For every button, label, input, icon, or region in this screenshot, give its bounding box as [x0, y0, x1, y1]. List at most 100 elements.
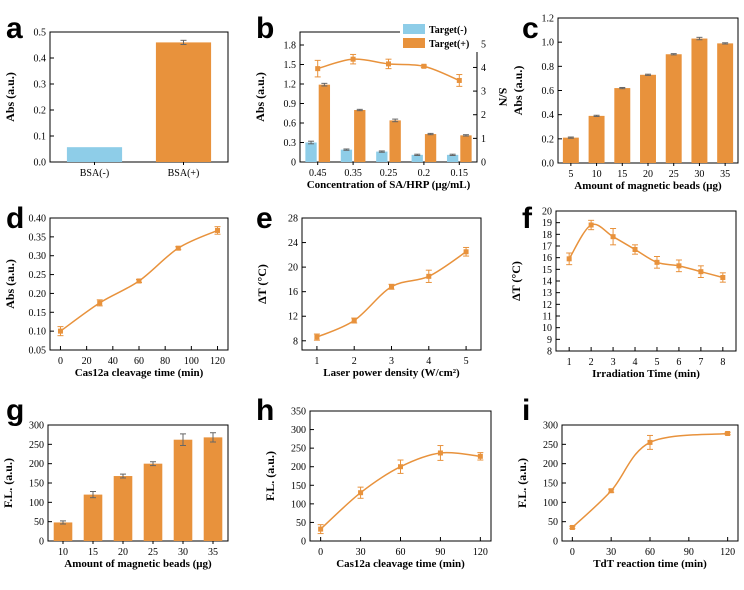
- y-tick-label-f: 16: [542, 253, 552, 264]
- y-tick-label-e: 28: [288, 214, 298, 225]
- chart-panel-g: 0 50 100 150 200 250 300 F.L. (a.u.) Amount of m…: [1, 394, 229, 570]
- x-tick-label-b: 0.15: [451, 168, 469, 179]
- y-tick-label-b: 0.9: [284, 99, 297, 110]
- y-tick-label-d: 0.40: [29, 214, 47, 225]
- x-tick-label-h: 120: [473, 547, 488, 558]
- sn-point-b: [421, 63, 427, 69]
- x-tick-label-h: 60: [396, 547, 406, 558]
- y-tick-label-i: 100: [543, 498, 558, 509]
- y-tick-label-f: 12: [542, 300, 552, 311]
- y-tick-label-d: 0.30: [29, 251, 47, 262]
- y-tick-label-g: 200: [29, 459, 44, 470]
- bar-c: [588, 115, 605, 163]
- bar-b: [354, 110, 366, 162]
- x-tick-label-e: 1: [314, 356, 319, 367]
- x-tick-label-d: 60: [134, 356, 144, 367]
- x-tick-label-h: 30: [356, 547, 366, 558]
- y-tick-label-b: 0.3: [284, 138, 297, 149]
- y-tick-label-e: 16: [288, 287, 298, 298]
- x-tick-label-d: 120: [210, 356, 225, 367]
- y-tick-label-g: 0: [39, 537, 44, 548]
- y-tick-label-f: 13: [542, 288, 552, 299]
- y-tick-label-f: 11: [542, 312, 552, 323]
- y-tick-label-d: 0.35: [29, 232, 47, 243]
- bar-b: [305, 142, 317, 162]
- bar-g: [203, 437, 223, 541]
- y-tick-label-c: 1.0: [542, 38, 555, 49]
- panel-label-d: d: [6, 202, 24, 235]
- y-tick-label-f: 18: [542, 230, 552, 241]
- chart-panel-a: 0.0 0.1 0.2 0.3 0.4 0.5 Abs (a.u.) a BSA(-) BSA(+…: [3, 12, 229, 179]
- legend-label-b: Target(-): [429, 25, 467, 36]
- y-tick-label-b: 1.8: [284, 41, 297, 52]
- x-tick-label-d: 80: [160, 356, 170, 367]
- y-tick-label-b: 0: [291, 158, 296, 169]
- plot-frame-a: [49, 31, 229, 163]
- y-tick-label-c: 1.2: [542, 14, 555, 25]
- data-point-i: [608, 488, 614, 494]
- x-tick-label-i: 60: [645, 547, 655, 558]
- y-tick-label-i: 150: [543, 479, 558, 490]
- x-tick-label-b: 0.35: [344, 168, 362, 179]
- x-tick-label-i: 30: [606, 547, 616, 558]
- bar-a: [66, 147, 123, 162]
- bar-c: [640, 74, 656, 163]
- x-tick-label-i: 0: [570, 547, 575, 558]
- bar-g: [113, 476, 133, 541]
- y2-tick-label-b: 1: [481, 134, 486, 145]
- legend-label-b: Target(+): [429, 39, 469, 50]
- x-tick-label-c: 25: [669, 169, 679, 180]
- x-axis-label-d: Cas12a cleavage time (min): [75, 367, 204, 379]
- x-tick-label-c: 35: [720, 169, 730, 180]
- y-tick-label-i: 0: [553, 537, 558, 548]
- x-tick-label-g: 10: [58, 547, 68, 558]
- bar-a: [155, 42, 212, 162]
- y-tick-label-f: 17: [542, 242, 552, 253]
- bar-g: [53, 522, 73, 541]
- bar-c: [691, 38, 708, 163]
- y-tick-label-f: 9: [547, 335, 552, 346]
- x-tick-label-e: 4: [426, 356, 431, 367]
- data-line-e: [316, 251, 467, 338]
- x-tick-label-g: 15: [88, 547, 98, 558]
- panel-label-a: a: [6, 12, 23, 45]
- y-axis-label-d: Abs (a.u.): [3, 259, 17, 309]
- bar-g: [83, 494, 103, 541]
- data-point-f: [632, 247, 638, 252]
- data-point-i: [725, 431, 731, 437]
- bar-b: [340, 149, 353, 162]
- y-axis-label-i: F.L. (a.u.): [515, 458, 529, 508]
- data-point-e: [463, 249, 469, 255]
- y-tick-label-d: 0.20: [29, 289, 47, 300]
- y-tick-label-d: 0.05: [29, 346, 47, 357]
- data-point-h: [437, 450, 443, 456]
- y2-axis-label-b: S/N: [496, 88, 510, 107]
- data-point-h: [398, 464, 403, 470]
- data-point-f: [720, 275, 726, 280]
- data-point-d: [136, 278, 142, 284]
- y-tick-label-g: 100: [29, 498, 44, 509]
- y-tick-label-e: 24: [288, 238, 298, 249]
- data-point-e: [426, 273, 432, 279]
- data-point-f: [698, 269, 704, 275]
- x-tick-label-e: 2: [352, 356, 357, 367]
- x-axis-label-e: Laser power density (W/cm²): [323, 367, 460, 379]
- x-tick-label-b: 0.2: [418, 168, 431, 179]
- chart-panel-b: 0 0.3 0.6 0.9 1.2 1.5 1.8 Abs (a.u.) Concentrati…: [253, 12, 510, 191]
- y-tick-label-h: 50: [296, 518, 306, 529]
- y-tick-label-c: 0.2: [542, 134, 555, 145]
- y-tick-label-i: 200: [543, 459, 558, 470]
- y-tick-label-i: 50: [548, 517, 558, 528]
- data-point-e: [314, 334, 320, 340]
- x-tick-label-c: 10: [592, 169, 602, 180]
- x-tick-label-a: BSA(+): [168, 168, 200, 179]
- y-tick-label-f: 10: [542, 323, 552, 334]
- y-tick-label-d: 0.25: [29, 270, 47, 281]
- y2-tick-label-b: 2: [481, 110, 486, 121]
- x-tick-label-h: 90: [435, 547, 445, 558]
- y-tick-label-c: 0.6: [542, 86, 555, 97]
- bar-b: [446, 154, 459, 162]
